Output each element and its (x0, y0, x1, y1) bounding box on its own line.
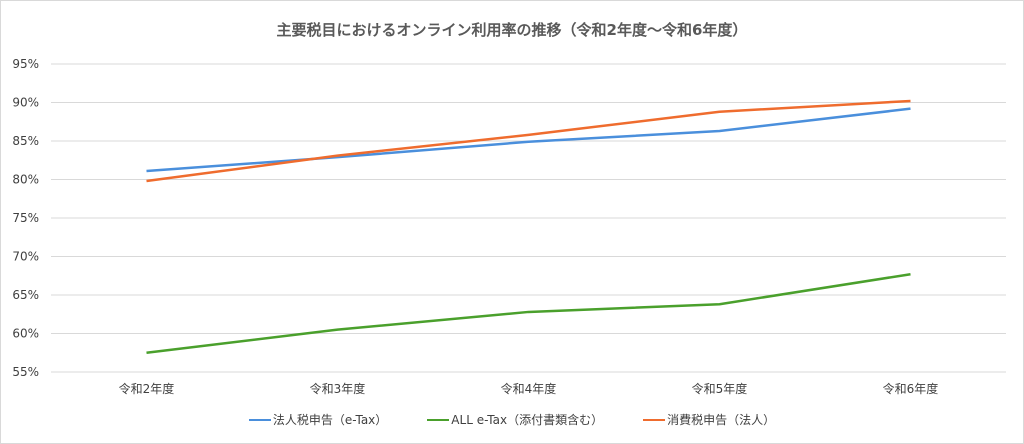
series-line-0 (146, 107, 911, 173)
y-tick-label: 55% (12, 365, 39, 379)
legend-item: 消費税申告（法人） (643, 411, 775, 428)
y-tick-label: 75% (12, 211, 39, 225)
legend-swatch (427, 418, 450, 421)
legend-swatch (643, 418, 666, 421)
x-tick-label: 令和6年度 (883, 381, 939, 396)
y-tick-label: 95% (12, 57, 39, 71)
x-tick-label: 令和3年度 (310, 381, 366, 396)
x-tick-label: 令和4年度 (501, 381, 557, 396)
y-tick-label: 70% (12, 250, 39, 264)
y-tick-label: 65% (12, 288, 39, 302)
x-tick-label: 令和2年度 (119, 381, 175, 396)
legend-label: ALL e-Tax（添付書類含む） (451, 413, 604, 427)
chart-title: 主要税目におけるオンライン利用率の推移（令和2年度～令和6年度） (276, 21, 748, 39)
legend-label: 法人税申告（e-Tax） (272, 413, 388, 427)
legend: 法人税申告（e-Tax） ALL e-Tax（添付書類含む） 消費税申告（法人） (1, 411, 1023, 428)
y-tick-label: 60% (12, 327, 39, 341)
y-tick-label: 90% (12, 96, 39, 110)
legend-swatch (248, 418, 271, 421)
y-tick-label: 85% (12, 134, 39, 148)
x-tick-label: 令和5年度 (692, 381, 748, 396)
legend-label: 消費税申告（法人） (667, 413, 776, 427)
legend-item: 法人税申告（e-Tax） (248, 411, 388, 428)
y-tick-label: 80% (12, 173, 39, 187)
series-line-1 (146, 272, 911, 354)
legend-item: ALL e-Tax（添付書類含む） (427, 411, 603, 428)
